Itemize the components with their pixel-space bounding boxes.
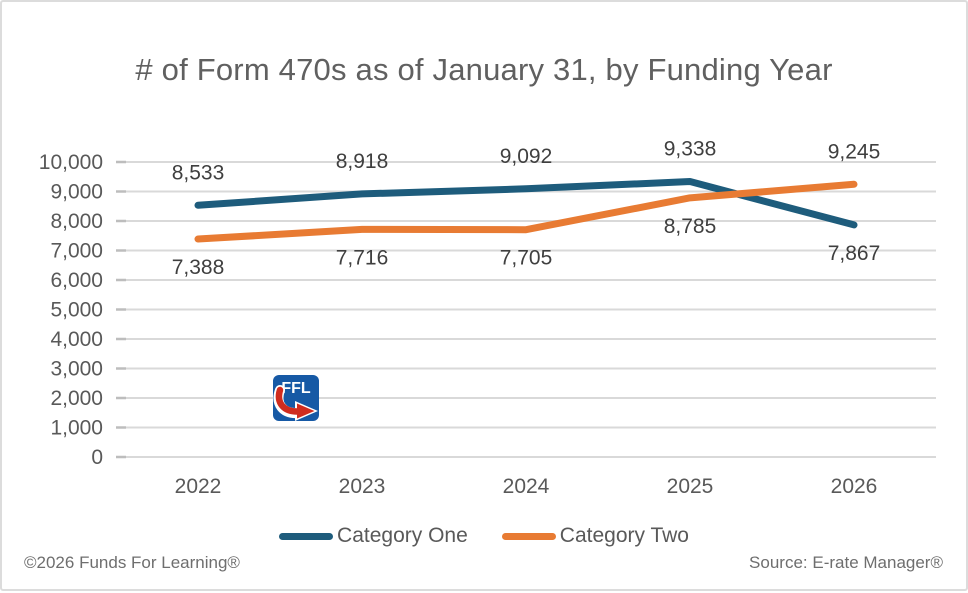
y-axis-label: 5,000 — [50, 299, 103, 322]
data-label: 7,705 — [500, 247, 553, 270]
y-axis-label: 7,000 — [50, 240, 103, 263]
legend-item-category-two: Category Two — [502, 524, 689, 548]
data-label: 9,338 — [664, 138, 717, 161]
x-axis-label: 2022 — [175, 475, 222, 498]
data-label: 8,785 — [664, 215, 717, 238]
y-axis-label: 4,000 — [50, 328, 103, 351]
x-axis-label: 2024 — [503, 475, 550, 498]
data-label: 9,092 — [500, 145, 553, 168]
source-text: Source: E-rate Manager® — [749, 553, 943, 573]
y-axis-label: 1,000 — [50, 417, 103, 440]
category-two-line-swatch — [502, 533, 556, 540]
ffl-logo-icon: FFL — [272, 374, 320, 422]
category-one-line-swatch — [279, 533, 333, 540]
y-axis-label: 2,000 — [50, 387, 103, 410]
y-axis-label: 0 — [91, 446, 103, 469]
y-axis-label: 10,000 — [39, 151, 103, 174]
y-axis-label: 6,000 — [50, 269, 103, 292]
data-label: 8,533 — [172, 161, 225, 184]
legend-label-category-two: Category Two — [560, 524, 689, 548]
x-axis-label: 2023 — [339, 475, 386, 498]
data-label: 7,388 — [172, 256, 225, 279]
y-axis-label: 3,000 — [50, 358, 103, 381]
ffl-logo-text: FFL — [281, 380, 311, 397]
y-axis-label: 9,000 — [50, 181, 103, 204]
copyright-text: ©2026 Funds For Learning® — [24, 553, 240, 573]
x-axis-label: 2026 — [831, 475, 878, 498]
legend-item-category-one: Category One — [279, 524, 468, 548]
data-label: 7,716 — [336, 246, 389, 269]
data-label: 9,245 — [828, 140, 881, 163]
chart-legend: Category One Category Two — [2, 524, 966, 548]
y-axis-label: 8,000 — [50, 210, 103, 233]
x-axis-label: 2025 — [667, 475, 714, 498]
series-line — [198, 182, 854, 225]
data-label: 8,918 — [336, 150, 389, 173]
legend-label-category-one: Category One — [337, 524, 468, 548]
data-label: 7,867 — [828, 242, 881, 265]
